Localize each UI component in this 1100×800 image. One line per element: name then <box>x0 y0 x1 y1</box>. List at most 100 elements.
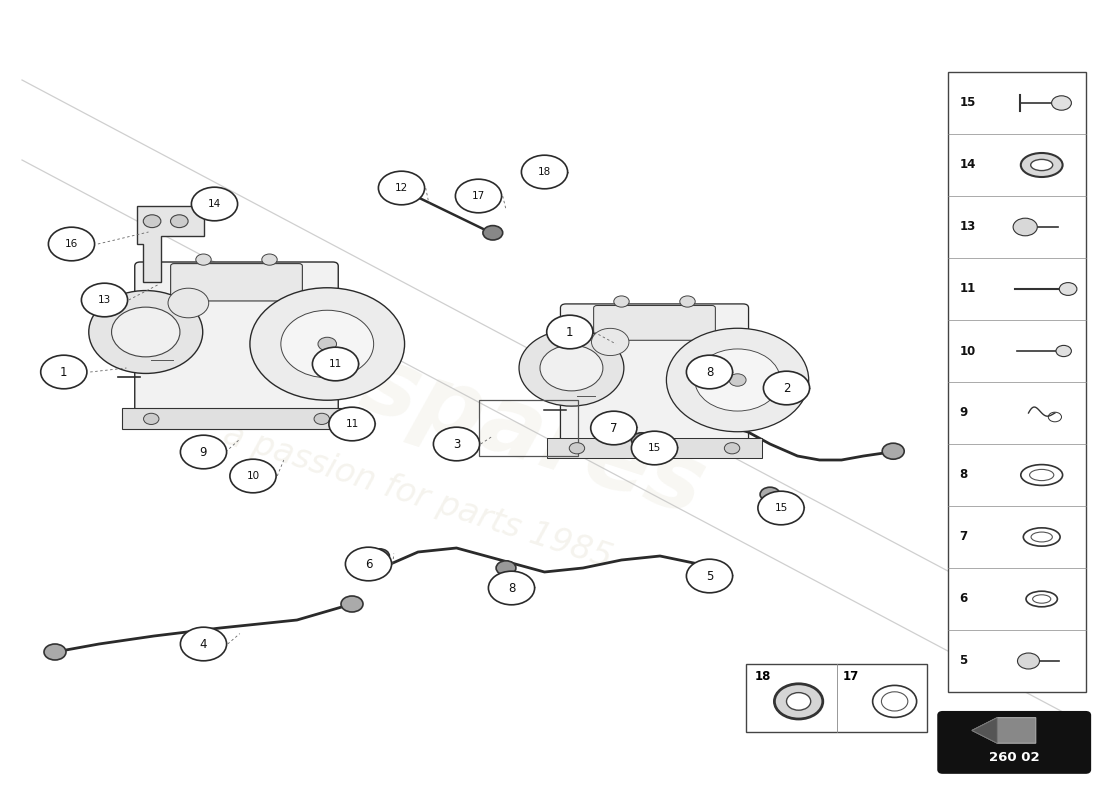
Circle shape <box>496 561 516 575</box>
Text: 18: 18 <box>755 670 771 682</box>
Circle shape <box>1056 346 1071 357</box>
Circle shape <box>191 187 238 221</box>
Text: 11: 11 <box>959 282 976 295</box>
Ellipse shape <box>1031 159 1053 170</box>
Circle shape <box>455 179 502 213</box>
Circle shape <box>483 226 503 240</box>
Text: 15: 15 <box>648 443 661 453</box>
Ellipse shape <box>1021 465 1063 486</box>
Circle shape <box>44 644 66 660</box>
FancyBboxPatch shape <box>170 264 302 301</box>
Polygon shape <box>972 718 1036 743</box>
Circle shape <box>763 371 810 405</box>
Text: 11: 11 <box>345 419 359 429</box>
Circle shape <box>329 407 375 441</box>
Text: 13: 13 <box>98 295 111 305</box>
Circle shape <box>547 315 593 349</box>
FancyBboxPatch shape <box>594 306 715 340</box>
Circle shape <box>250 288 405 400</box>
Circle shape <box>680 296 695 307</box>
Text: 12: 12 <box>395 183 408 193</box>
Circle shape <box>591 411 637 445</box>
Circle shape <box>315 414 330 425</box>
Circle shape <box>89 290 202 374</box>
Circle shape <box>569 442 585 454</box>
Circle shape <box>519 330 624 406</box>
Circle shape <box>695 349 780 411</box>
Circle shape <box>1018 653 1040 669</box>
Text: 11: 11 <box>329 359 342 369</box>
Text: 3: 3 <box>453 438 460 450</box>
Text: 6: 6 <box>959 593 968 606</box>
Text: 15: 15 <box>959 97 976 110</box>
Circle shape <box>488 571 535 605</box>
FancyBboxPatch shape <box>121 408 352 430</box>
Text: 1: 1 <box>566 326 573 338</box>
Text: 8: 8 <box>706 366 713 378</box>
Text: 4: 4 <box>200 638 207 650</box>
Circle shape <box>230 459 276 493</box>
Bar <box>746 664 927 732</box>
Circle shape <box>882 443 904 459</box>
Circle shape <box>592 328 629 355</box>
Circle shape <box>318 338 337 350</box>
Circle shape <box>872 686 916 718</box>
Circle shape <box>631 431 678 465</box>
FancyBboxPatch shape <box>547 438 761 458</box>
Text: 5: 5 <box>959 654 968 667</box>
Circle shape <box>196 254 211 266</box>
Text: 5: 5 <box>706 570 713 582</box>
Circle shape <box>686 559 733 593</box>
Circle shape <box>143 414 158 425</box>
Circle shape <box>180 627 227 661</box>
Text: 1: 1 <box>60 366 67 378</box>
Ellipse shape <box>1026 591 1057 606</box>
Text: 18: 18 <box>538 167 551 177</box>
Circle shape <box>667 328 808 432</box>
Circle shape <box>168 288 209 318</box>
Circle shape <box>724 442 739 454</box>
Circle shape <box>111 307 180 357</box>
Circle shape <box>758 491 804 525</box>
Circle shape <box>280 310 374 378</box>
Text: 17: 17 <box>472 191 485 201</box>
Text: a passion for parts 1985: a passion for parts 1985 <box>219 418 617 574</box>
Text: 10: 10 <box>959 345 976 358</box>
Text: 16: 16 <box>65 239 78 249</box>
Circle shape <box>48 227 95 261</box>
Ellipse shape <box>1030 470 1054 481</box>
Text: 15: 15 <box>774 503 788 513</box>
Text: 14: 14 <box>959 158 976 171</box>
Circle shape <box>1013 218 1037 236</box>
Ellipse shape <box>1031 532 1053 542</box>
Circle shape <box>614 296 629 307</box>
Text: 6: 6 <box>365 558 372 570</box>
Circle shape <box>345 547 392 581</box>
Circle shape <box>180 435 227 469</box>
FancyBboxPatch shape <box>938 712 1090 773</box>
Text: 17: 17 <box>844 670 859 682</box>
Circle shape <box>312 347 359 381</box>
Circle shape <box>1059 282 1077 295</box>
Circle shape <box>1052 96 1071 110</box>
Circle shape <box>81 283 128 317</box>
Bar <box>948 72 1086 692</box>
Circle shape <box>262 254 277 266</box>
Circle shape <box>521 155 568 189</box>
Circle shape <box>378 171 425 205</box>
Circle shape <box>729 374 746 386</box>
Circle shape <box>686 355 733 389</box>
Polygon shape <box>136 206 204 282</box>
Ellipse shape <box>1023 528 1060 546</box>
Circle shape <box>881 692 907 711</box>
Text: 260 02: 260 02 <box>989 751 1040 764</box>
Text: eurospares: eurospares <box>120 264 716 536</box>
Circle shape <box>370 549 389 563</box>
Text: 10: 10 <box>246 471 260 481</box>
FancyBboxPatch shape <box>134 262 339 418</box>
Text: 9: 9 <box>200 446 207 458</box>
Circle shape <box>170 215 188 227</box>
Bar <box>478 400 578 456</box>
Circle shape <box>41 355 87 389</box>
Circle shape <box>433 427 480 461</box>
